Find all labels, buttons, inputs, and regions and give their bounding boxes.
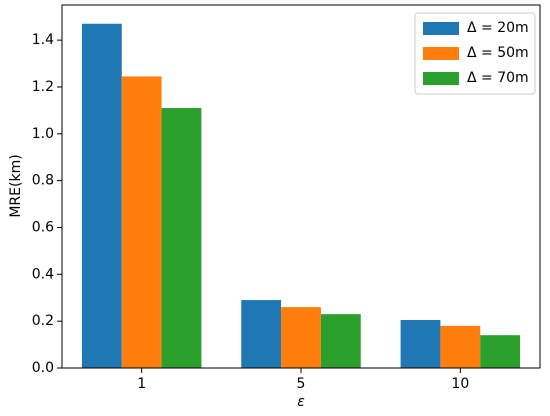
legend-label: Δ = 50m <box>467 45 529 61</box>
bar <box>440 325 481 368</box>
bar <box>121 76 162 369</box>
bar <box>400 319 441 368</box>
x-tick-label: 5 <box>297 376 306 392</box>
bar <box>161 108 202 368</box>
plot-frame <box>61 4 541 369</box>
y-axis-label: MRE(km) <box>8 154 24 217</box>
bar <box>480 335 521 368</box>
x-tick-label: 1 <box>137 376 146 392</box>
y-tick-label: 0.4 <box>32 266 54 282</box>
bar <box>281 307 321 368</box>
bar <box>241 300 282 368</box>
legend-swatch <box>423 22 459 35</box>
y-tick-label: 1.4 <box>32 32 54 48</box>
x-axis-label: ε <box>297 394 305 410</box>
bar <box>81 23 122 369</box>
legend-label: Δ = 70m <box>467 70 529 86</box>
y-tick-label: 0.6 <box>32 219 54 235</box>
y-tick-label: 1.0 <box>32 126 54 142</box>
y-tick-label: 0.8 <box>32 173 54 189</box>
legend-swatch <box>423 47 459 60</box>
y-tick-label: 0.0 <box>32 360 54 376</box>
x-tick-label: 10 <box>451 376 469 392</box>
bar <box>320 314 361 368</box>
legend-label: Δ = 20m <box>467 20 529 36</box>
y-tick-label: 1.2 <box>32 79 54 95</box>
y-tick-label: 0.2 <box>32 313 54 329</box>
legend-swatch <box>423 72 459 85</box>
